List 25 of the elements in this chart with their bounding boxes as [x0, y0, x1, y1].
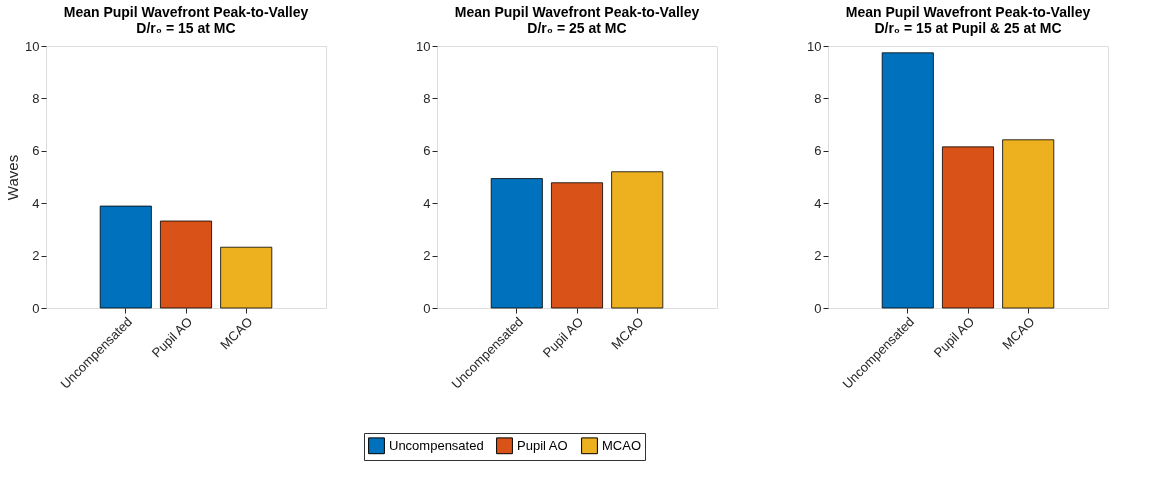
y-tick-label: 10	[807, 38, 822, 54]
y-tick-label: 4	[32, 195, 40, 211]
y-tick-label: 0	[814, 300, 822, 316]
y-tick-label: 6	[814, 143, 822, 159]
y-tick-label: 4	[423, 195, 431, 211]
y-tick-label: 6	[423, 143, 431, 159]
y-tick-label: 10	[25, 38, 40, 54]
y-tick-label: 4	[814, 195, 822, 211]
y-tick-label: 0	[423, 300, 431, 316]
y-tick-label: 6	[32, 143, 40, 159]
y-tick-label: 2	[814, 248, 822, 264]
legend-label: MCAO	[602, 437, 641, 453]
y-tick-label: 8	[32, 90, 40, 106]
y-tick-label: 8	[814, 90, 822, 106]
y-tick-label: 0	[32, 300, 40, 316]
y-tick-label: 10	[416, 38, 431, 54]
y-tick-label: 8	[423, 90, 431, 106]
legend-label: Uncompensated	[389, 437, 484, 453]
y-axis-title: Waves	[4, 154, 22, 201]
chart-title: Mean Pupil Wavefront Peak-to-Valley D/r₀ = 25 at MC	[454, 4, 700, 36]
chart-title: Mean Pupil Wavefront Peak-to-Valley D/r₀ = 15 at Pupil & 25 at MC	[845, 4, 1091, 36]
y-tick-label: 2	[32, 248, 40, 264]
chart-title: Mean Pupil Wavefront Peak-to-Valley D/r₀ = 15 at MC	[63, 4, 309, 36]
y-tick-label: 2	[423, 248, 431, 264]
legend-label: Pupil AO	[517, 437, 568, 453]
